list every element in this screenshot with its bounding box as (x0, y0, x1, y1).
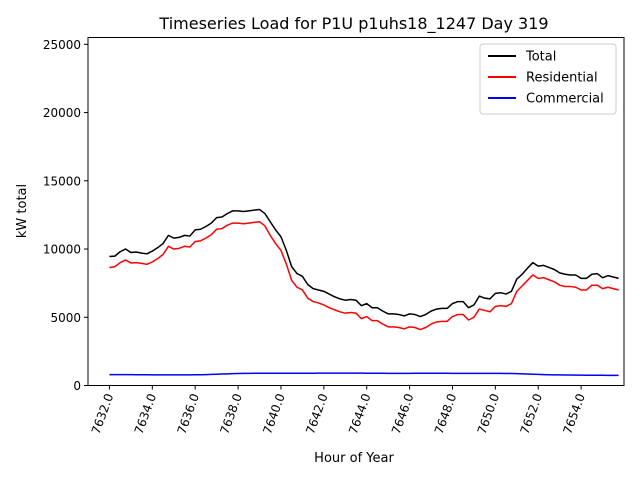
y-tick-label: 10000 (43, 243, 81, 257)
legend-box (479, 43, 617, 115)
y-tick-label: 20000 (43, 106, 81, 120)
y-tick-label: 0 (73, 379, 81, 393)
y-axis-label: kW total (15, 184, 30, 238)
legend-label-residential: Residential (526, 71, 598, 86)
y-tick-label: 15000 (43, 174, 81, 188)
chart-title: Timeseries Load for P1U p1uhs18_1247 Day… (158, 14, 548, 34)
series-line-commercial (109, 372, 619, 377)
y-axis: 0 5000 10000 15000 20000 25000 (43, 38, 88, 393)
y-tick-label: 25000 (43, 38, 81, 52)
plot-frame (87, 37, 625, 386)
legend: Total Residential Commercial (479, 43, 617, 115)
y-tick-label: 5000 (50, 311, 81, 325)
legend-label-commercial: Commercial (526, 92, 604, 107)
series-line-total (109, 208, 619, 318)
x-axis-label: Hour of Year (314, 451, 394, 466)
plot-lines (109, 208, 619, 377)
series-line-residential (109, 220, 619, 331)
legend-label-total: Total (525, 50, 556, 65)
